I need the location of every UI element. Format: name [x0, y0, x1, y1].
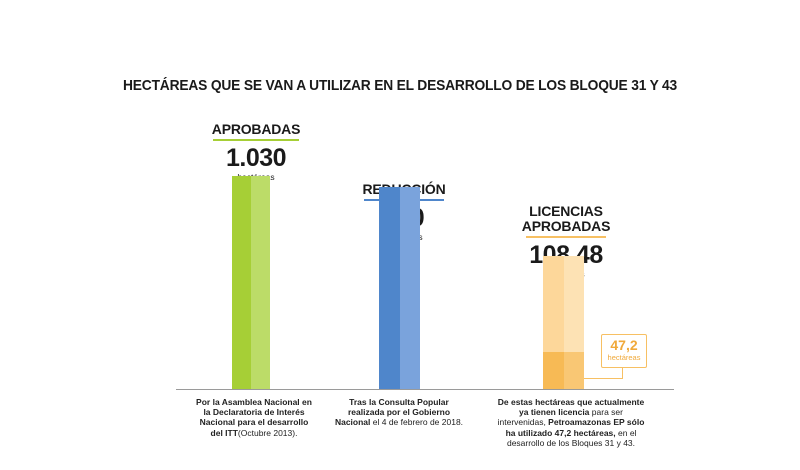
callout-connector — [584, 378, 622, 379]
category-underline — [213, 139, 299, 141]
highlight-unit: hectáreas — [607, 353, 641, 362]
bar-right-half — [564, 352, 584, 389]
note-licencias: De estas hectáreas que actualmente ya ti… — [495, 397, 647, 448]
bar-right-half — [251, 176, 270, 389]
chart-baseline — [176, 389, 674, 390]
note-text: para ser intervenidas, — [497, 407, 623, 428]
category-underline — [526, 236, 606, 239]
note-reduccion: Tras la Consulta Popular realizada por e… — [330, 397, 468, 428]
bar-right-half — [400, 187, 420, 389]
note-text: Petroamazonas EP sólo ha utilizado 47,2 … — [505, 417, 645, 438]
highlight-value: 47,2 — [610, 337, 638, 353]
note-text: el 4 de febrero de 2018. — [370, 417, 464, 428]
bar-left-half — [379, 187, 400, 389]
header-aprobadas: APROBADAS 1.030 hectáreas — [196, 122, 316, 182]
bar-left-half — [232, 176, 251, 389]
highlight-callout: 47,2 hectáreas — [601, 334, 647, 368]
chart-title: HECTÁREAS QUE SE VAN A UTILIZAR EN EL DE… — [122, 77, 678, 94]
note-text: Tras la Consulta Popular realizada por e… — [334, 397, 451, 428]
value-label: 1.030 — [225, 144, 287, 172]
note-text: De estas hectáreas que actualmente ya ti… — [497, 397, 645, 418]
bar-licencias-utilizadas — [543, 352, 584, 389]
note-text: en el desarrollo de los Bloques 31 y 43. — [506, 427, 637, 448]
bar-reduccion — [379, 187, 420, 389]
bar-aprobadas — [232, 176, 270, 389]
category-label: LICENCIAS APROBADAS — [521, 203, 611, 234]
note-text: (Octubre 2013). — [237, 427, 298, 438]
note-text: Por la Asamblea Nacional en la Declarato… — [196, 397, 312, 438]
callout-connector — [622, 366, 623, 379]
note-aprobadas: Por la Asamblea Nacional en la Declarato… — [196, 397, 312, 438]
bar-left-half — [543, 352, 564, 389]
category-label: APROBADAS — [211, 121, 301, 137]
